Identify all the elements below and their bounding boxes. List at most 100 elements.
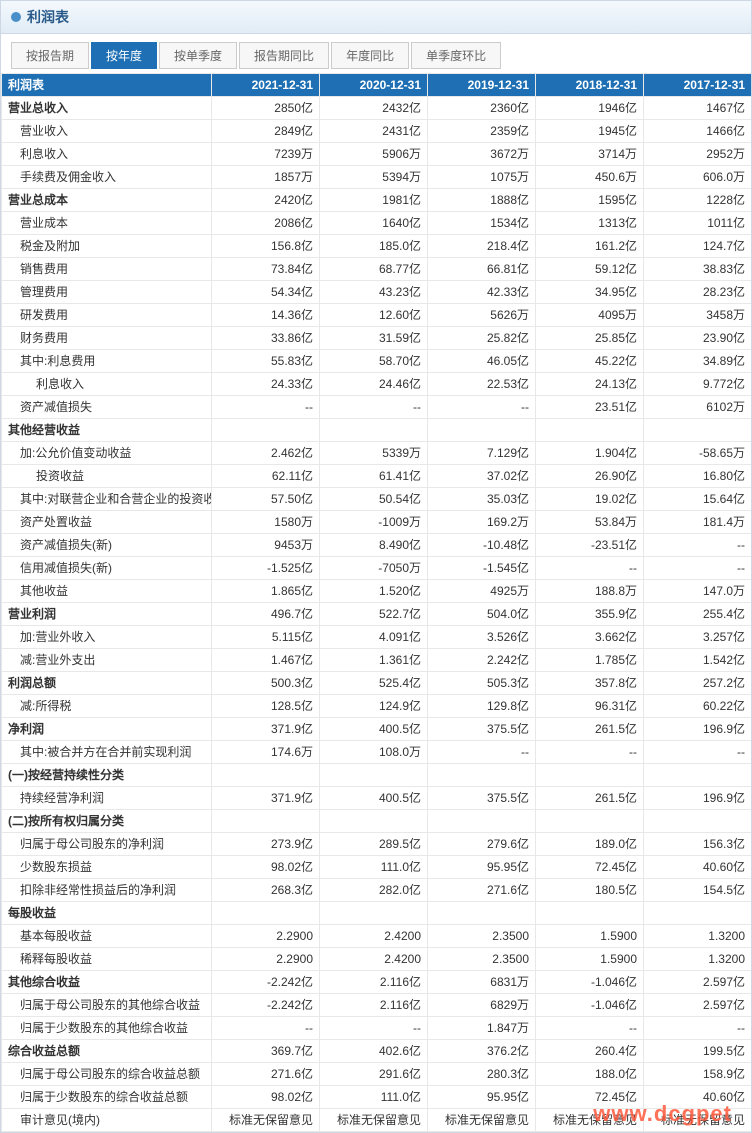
row-value: 196.9亿 xyxy=(644,718,752,741)
row-value: 2850亿 xyxy=(212,97,320,120)
row-value xyxy=(536,419,644,442)
row-label: 其他收益 xyxy=(2,580,212,603)
row-value: -- xyxy=(212,1017,320,1040)
row-value: 40.60亿 xyxy=(644,1086,752,1109)
row-value: 525.4亿 xyxy=(320,672,428,695)
row-value: 标准无保留意见 xyxy=(536,1109,644,1132)
row-value: -- xyxy=(644,557,752,580)
row-value: 185.0亿 xyxy=(320,235,428,258)
row-value: 2952万 xyxy=(644,143,752,166)
row-label: 每股收益 xyxy=(2,902,212,925)
row-value: 50.54亿 xyxy=(320,488,428,511)
tab-4[interactable]: 年度同比 xyxy=(331,42,409,69)
row-value: 1.865亿 xyxy=(212,580,320,603)
row-value: 2.462亿 xyxy=(212,442,320,465)
table-row: 少数股东损益98.02亿111.0亿95.95亿72.45亿40.60亿 xyxy=(2,856,752,879)
row-label: 稀释每股收益 xyxy=(2,948,212,971)
row-value: 271.6亿 xyxy=(428,879,536,902)
row-value: 9453万 xyxy=(212,534,320,557)
tab-0[interactable]: 按报告期 xyxy=(11,42,89,69)
row-value: 31.59亿 xyxy=(320,327,428,350)
row-value: 2.597亿 xyxy=(644,994,752,1017)
row-value: 375.5亿 xyxy=(428,787,536,810)
table-scroll[interactable]: 利润表2021-12-312020-12-312019-12-312018-12… xyxy=(1,73,751,1132)
row-value: 400.5亿 xyxy=(320,787,428,810)
row-value: 3.662亿 xyxy=(536,626,644,649)
row-value: 156.8亿 xyxy=(212,235,320,258)
row-value: 2.3500 xyxy=(428,925,536,948)
row-value: 218.4亿 xyxy=(428,235,536,258)
table-row: 归属于少数股东的综合收益总额98.02亿111.0亿95.95亿72.45亿40… xyxy=(2,1086,752,1109)
row-value xyxy=(428,764,536,787)
row-value: 504.0亿 xyxy=(428,603,536,626)
row-value: 6831万 xyxy=(428,971,536,994)
row-value: -1.046亿 xyxy=(536,994,644,1017)
row-value: 268.3亿 xyxy=(212,879,320,902)
row-value: 98.02亿 xyxy=(212,856,320,879)
table-row: 资产处置收益1580万-1009万169.2万53.84万181.4万 xyxy=(2,511,752,534)
row-value xyxy=(320,902,428,925)
row-value: 61.41亿 xyxy=(320,465,428,488)
row-value: 124.9亿 xyxy=(320,695,428,718)
row-value: -- xyxy=(212,396,320,419)
table-row: 基本每股收益2.29002.42002.35001.59001.3200 xyxy=(2,925,752,948)
row-value: 98.02亿 xyxy=(212,1086,320,1109)
table-header-row: 利润表2021-12-312020-12-312019-12-312018-12… xyxy=(2,74,752,97)
table-row: 其中:被合并方在合并前实现利润174.6万108.0万------ xyxy=(2,741,752,764)
row-value: 606.0万 xyxy=(644,166,752,189)
row-value: 23.90亿 xyxy=(644,327,752,350)
table-row: 投资收益62.11亿61.41亿37.02亿26.90亿16.80亿 xyxy=(2,465,752,488)
table-row: 营业收入2849亿2431亿2359亿1945亿1466亿 xyxy=(2,120,752,143)
row-value: 38.83亿 xyxy=(644,258,752,281)
row-value: 2086亿 xyxy=(212,212,320,235)
row-value: 371.9亿 xyxy=(212,718,320,741)
table-row: 营业总收入2850亿2432亿2360亿1946亿1467亿 xyxy=(2,97,752,120)
row-value: 25.82亿 xyxy=(428,327,536,350)
column-header: 2021-12-31 xyxy=(212,74,320,97)
tab-1[interactable]: 按年度 xyxy=(91,42,157,69)
row-label: 税金及附加 xyxy=(2,235,212,258)
row-value: -58.65万 xyxy=(644,442,752,465)
column-header: 2019-12-31 xyxy=(428,74,536,97)
row-value: 2.116亿 xyxy=(320,971,428,994)
row-value: 1228亿 xyxy=(644,189,752,212)
table-row: 利息收入7239万5906万3672万3714万2952万 xyxy=(2,143,752,166)
table-row: 税金及附加156.8亿185.0亿218.4亿161.2亿124.7亿 xyxy=(2,235,752,258)
row-value: 1.3200 xyxy=(644,948,752,971)
row-value: 15.64亿 xyxy=(644,488,752,511)
row-value: 72.45亿 xyxy=(536,1086,644,1109)
row-value: -1.525亿 xyxy=(212,557,320,580)
row-value: 6102万 xyxy=(644,396,752,419)
row-value: -- xyxy=(320,1017,428,1040)
row-value: 2.2900 xyxy=(212,925,320,948)
row-value: 2849亿 xyxy=(212,120,320,143)
row-value: 28.23亿 xyxy=(644,281,752,304)
row-label: 综合收益总额 xyxy=(2,1040,212,1063)
row-label: 营业总收入 xyxy=(2,97,212,120)
row-value: 260.4亿 xyxy=(536,1040,644,1063)
row-value: 42.33亿 xyxy=(428,281,536,304)
row-value: 261.5亿 xyxy=(536,718,644,741)
row-value: 174.6万 xyxy=(212,741,320,764)
row-value xyxy=(212,902,320,925)
tab-2[interactable]: 按单季度 xyxy=(159,42,237,69)
tab-5[interactable]: 单季度环比 xyxy=(411,42,501,69)
table-row: 归属于少数股东的其他综合收益----1.847万---- xyxy=(2,1017,752,1040)
row-label: 利息收入 xyxy=(2,373,212,396)
row-value: 111.0亿 xyxy=(320,1086,428,1109)
row-value: 180.5亿 xyxy=(536,879,644,902)
row-value: -2.242亿 xyxy=(212,994,320,1017)
table-row: 其中:对联营企业和合营企业的投资收益57.50亿50.54亿35.03亿19.0… xyxy=(2,488,752,511)
row-value: 2.597亿 xyxy=(644,971,752,994)
row-value: 1.467亿 xyxy=(212,649,320,672)
tab-3[interactable]: 报告期同比 xyxy=(239,42,329,69)
row-value: 2360亿 xyxy=(428,97,536,120)
row-value: -- xyxy=(644,534,752,557)
row-value: 3458万 xyxy=(644,304,752,327)
row-value: 1981亿 xyxy=(320,189,428,212)
row-value: 标准无保留意见 xyxy=(212,1109,320,1132)
row-value: 7.129亿 xyxy=(428,442,536,465)
row-value xyxy=(428,810,536,833)
table-row: 管理费用54.34亿43.23亿42.33亿34.95亿28.23亿 xyxy=(2,281,752,304)
row-value: 371.9亿 xyxy=(212,787,320,810)
